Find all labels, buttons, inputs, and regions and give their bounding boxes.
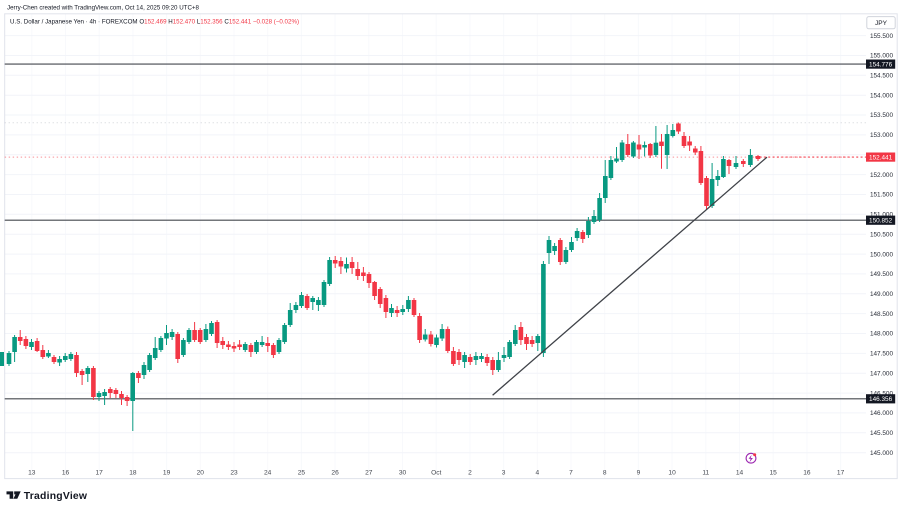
svg-text:4: 4	[535, 470, 539, 477]
svg-text:150.500: 150.500	[870, 231, 894, 238]
svg-text:17: 17	[837, 470, 845, 477]
svg-text:9: 9	[637, 470, 641, 477]
svg-text:24: 24	[264, 470, 272, 477]
svg-text:JPY: JPY	[875, 20, 888, 27]
svg-text:16: 16	[803, 470, 811, 477]
svg-text:154.500: 154.500	[870, 73, 894, 80]
svg-text:153.500: 153.500	[870, 112, 894, 119]
svg-text:149.000: 149.000	[870, 291, 894, 298]
svg-text:25: 25	[298, 470, 306, 477]
svg-text:8: 8	[603, 470, 607, 477]
svg-text:154.776: 154.776	[869, 61, 893, 68]
svg-text:152.441: 152.441	[869, 154, 893, 161]
svg-text:Jerry-Chen created with Tradin: Jerry-Chen created with TradingView.com,…	[7, 5, 200, 12]
svg-text:19: 19	[163, 470, 171, 477]
svg-text:148.000: 148.000	[870, 331, 894, 338]
svg-text:Oct: Oct	[431, 470, 441, 477]
svg-text:147.500: 147.500	[870, 351, 894, 358]
svg-text:145.500: 145.500	[870, 430, 894, 437]
svg-text:3: 3	[502, 470, 506, 477]
svg-text:148.500: 148.500	[870, 311, 894, 318]
svg-text:151.500: 151.500	[870, 192, 894, 199]
svg-text:13: 13	[28, 470, 36, 477]
svg-text:30: 30	[399, 470, 407, 477]
svg-text:7: 7	[569, 470, 573, 477]
svg-text:U.S. Dollar / Japanese Yen · 4: U.S. Dollar / Japanese Yen · 4h · FOREXC…	[10, 19, 299, 26]
svg-text:150.852: 150.852	[869, 218, 893, 225]
svg-text:11: 11	[702, 470, 709, 477]
svg-text:2: 2	[468, 470, 472, 477]
svg-text:20: 20	[197, 470, 205, 477]
svg-text:18: 18	[129, 470, 137, 477]
svg-text:146.000: 146.000	[870, 410, 894, 417]
svg-text:145.000: 145.000	[870, 450, 894, 457]
svg-text:27: 27	[365, 470, 373, 477]
svg-text:17: 17	[96, 470, 104, 477]
svg-text:146.500: 146.500	[870, 390, 894, 397]
svg-text:149.500: 149.500	[870, 271, 894, 278]
svg-text:147.000: 147.000	[870, 370, 894, 377]
svg-text:154.000: 154.000	[870, 92, 894, 99]
svg-text:155.000: 155.000	[870, 53, 894, 60]
svg-text:14: 14	[736, 470, 744, 477]
svg-text:150.000: 150.000	[870, 251, 894, 258]
svg-text:16: 16	[62, 470, 70, 477]
svg-text:152.000: 152.000	[870, 172, 894, 179]
svg-text:15: 15	[770, 470, 778, 477]
svg-text:26: 26	[331, 470, 339, 477]
svg-text:151.000: 151.000	[870, 212, 894, 219]
svg-text:146.356: 146.356	[869, 396, 893, 403]
svg-text:153.000: 153.000	[870, 132, 894, 139]
svg-text:10: 10	[668, 470, 676, 477]
svg-text:23: 23	[230, 470, 238, 477]
svg-text:155.500: 155.500	[870, 33, 894, 40]
svg-text:TradingView: TradingView	[24, 491, 88, 502]
